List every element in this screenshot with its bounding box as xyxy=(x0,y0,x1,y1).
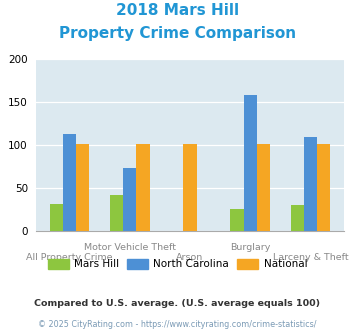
Text: Compared to U.S. average. (U.S. average equals 100): Compared to U.S. average. (U.S. average … xyxy=(34,299,321,308)
Bar xyxy=(290,205,304,231)
Bar xyxy=(110,195,123,231)
Text: All Property Crime: All Property Crime xyxy=(26,253,113,262)
Bar xyxy=(50,204,63,231)
Bar xyxy=(136,144,149,231)
Text: Motor Vehicle Theft: Motor Vehicle Theft xyxy=(84,243,176,252)
Text: © 2025 CityRating.com - https://www.cityrating.com/crime-statistics/: © 2025 CityRating.com - https://www.city… xyxy=(38,320,317,329)
Text: 2018 Mars Hill: 2018 Mars Hill xyxy=(116,3,239,18)
Text: Arson: Arson xyxy=(176,253,203,262)
Bar xyxy=(257,144,270,231)
Bar xyxy=(183,144,197,231)
Bar xyxy=(244,95,257,231)
Legend: Mars Hill, North Carolina, National: Mars Hill, North Carolina, National xyxy=(44,255,311,274)
Bar xyxy=(63,134,76,231)
Bar xyxy=(317,144,330,231)
Text: Property Crime Comparison: Property Crime Comparison xyxy=(59,26,296,41)
Text: Burglary: Burglary xyxy=(230,243,271,252)
Bar xyxy=(123,168,136,231)
Bar xyxy=(76,144,89,231)
Text: Larceny & Theft: Larceny & Theft xyxy=(273,253,348,262)
Bar xyxy=(230,209,244,231)
Bar xyxy=(304,138,317,231)
